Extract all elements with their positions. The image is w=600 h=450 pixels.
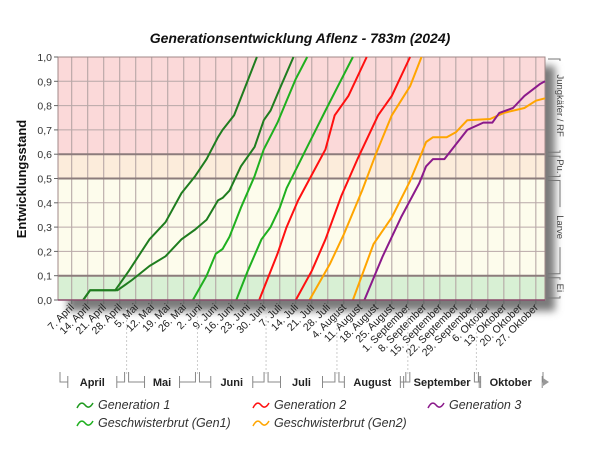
legend-item-gen2-sibling: Geschwisterbrut (Gen2)	[252, 416, 407, 430]
month-label: Oktober	[490, 377, 533, 389]
stage-bracket	[548, 58, 561, 153]
legend-item-gen1-sibling: Geschwisterbrut (Gen1)	[76, 416, 231, 430]
series-lines	[82, 56, 546, 301]
legend: Generation 1 Geschwisterbrut (Gen1) Gene…	[0, 396, 600, 436]
y-tick-labels: 0,0 0,1 0,2 0,3 0,4 0,5 0,6 0,7 0,8 0,9 1,0	[37, 52, 52, 307]
month-label: August	[353, 377, 391, 389]
month-axis: April Mai Juni Juli August September Oktober	[59, 308, 549, 389]
series-line	[351, 97, 546, 301]
legend-label: Generation 2	[274, 398, 347, 412]
month-label: Mai	[153, 377, 171, 389]
y-tick-label: 1,0	[37, 52, 52, 64]
series-line	[294, 56, 412, 301]
month-bracket	[403, 372, 482, 388]
series-line	[82, 56, 295, 301]
legend-label: Generation 1	[98, 398, 171, 412]
stage-label: Jungkäfer / RF	[554, 74, 565, 136]
month-bracket	[338, 372, 407, 388]
legend-label: Geschwisterbrut (Gen2)	[274, 416, 407, 430]
chart-title: Generationsentwicklung Aflenz - 783m (20…	[149, 30, 451, 46]
axes	[54, 56, 545, 304]
y-tick-label: 0,1	[37, 271, 52, 283]
y-tick-label: 0,7	[37, 125, 52, 137]
stage-bracket	[548, 277, 561, 299]
y-axis-label: Entwicklungsstand	[14, 120, 29, 239]
legend-label: Generation 3	[449, 398, 522, 412]
y-tick-label: 0,9	[37, 76, 52, 88]
legend-item-generation-2: Generation 2	[252, 398, 346, 412]
month-bracket	[477, 372, 544, 388]
legend-line-icon	[76, 402, 94, 409]
series-line	[308, 56, 423, 301]
legend-line-icon	[252, 402, 270, 409]
stage-axis: Ei Larve Pu. Jungkäfer / RF	[548, 58, 565, 299]
legend-line-icon	[76, 420, 94, 427]
y-tick-label: 0,8	[37, 101, 52, 113]
series-line	[258, 56, 368, 301]
month-bracket	[59, 372, 126, 388]
month-label: Juni	[220, 377, 243, 389]
series-line	[235, 56, 354, 301]
y-tick-label: 0,6	[37, 149, 52, 161]
stage-label: Larve	[554, 215, 565, 239]
series-line	[363, 80, 546, 301]
y-tick-label: 0,3	[37, 222, 52, 234]
y-tick-label: 0,0	[37, 295, 52, 307]
y-tick-label: 0,2	[37, 246, 52, 258]
month-label: April	[80, 377, 105, 389]
month-label: September	[414, 377, 472, 389]
stage-label: Ei	[554, 284, 565, 292]
stage-bracket	[548, 180, 561, 275]
arrow-right-icon	[543, 378, 549, 386]
legend-item-generation-1: Generation 1	[76, 398, 170, 412]
month-bracket	[128, 372, 196, 388]
y-tick-label: 0,4	[37, 198, 52, 210]
month-bracket	[198, 372, 265, 388]
stage-label: Pu.	[554, 159, 565, 173]
stage-bracket	[548, 155, 561, 177]
series-line	[192, 56, 309, 301]
legend-item-generation-3: Generation 3	[427, 398, 521, 412]
legend-label: Geschwisterbrut (Gen1)	[98, 416, 231, 430]
month-bracket	[267, 372, 336, 388]
month-label: Juli	[292, 377, 311, 389]
grid	[57, 56, 546, 301]
y-tick-label: 0,5	[37, 174, 52, 186]
legend-line-icon	[252, 420, 270, 427]
series-line	[82, 56, 258, 301]
legend-line-icon	[427, 402, 445, 409]
